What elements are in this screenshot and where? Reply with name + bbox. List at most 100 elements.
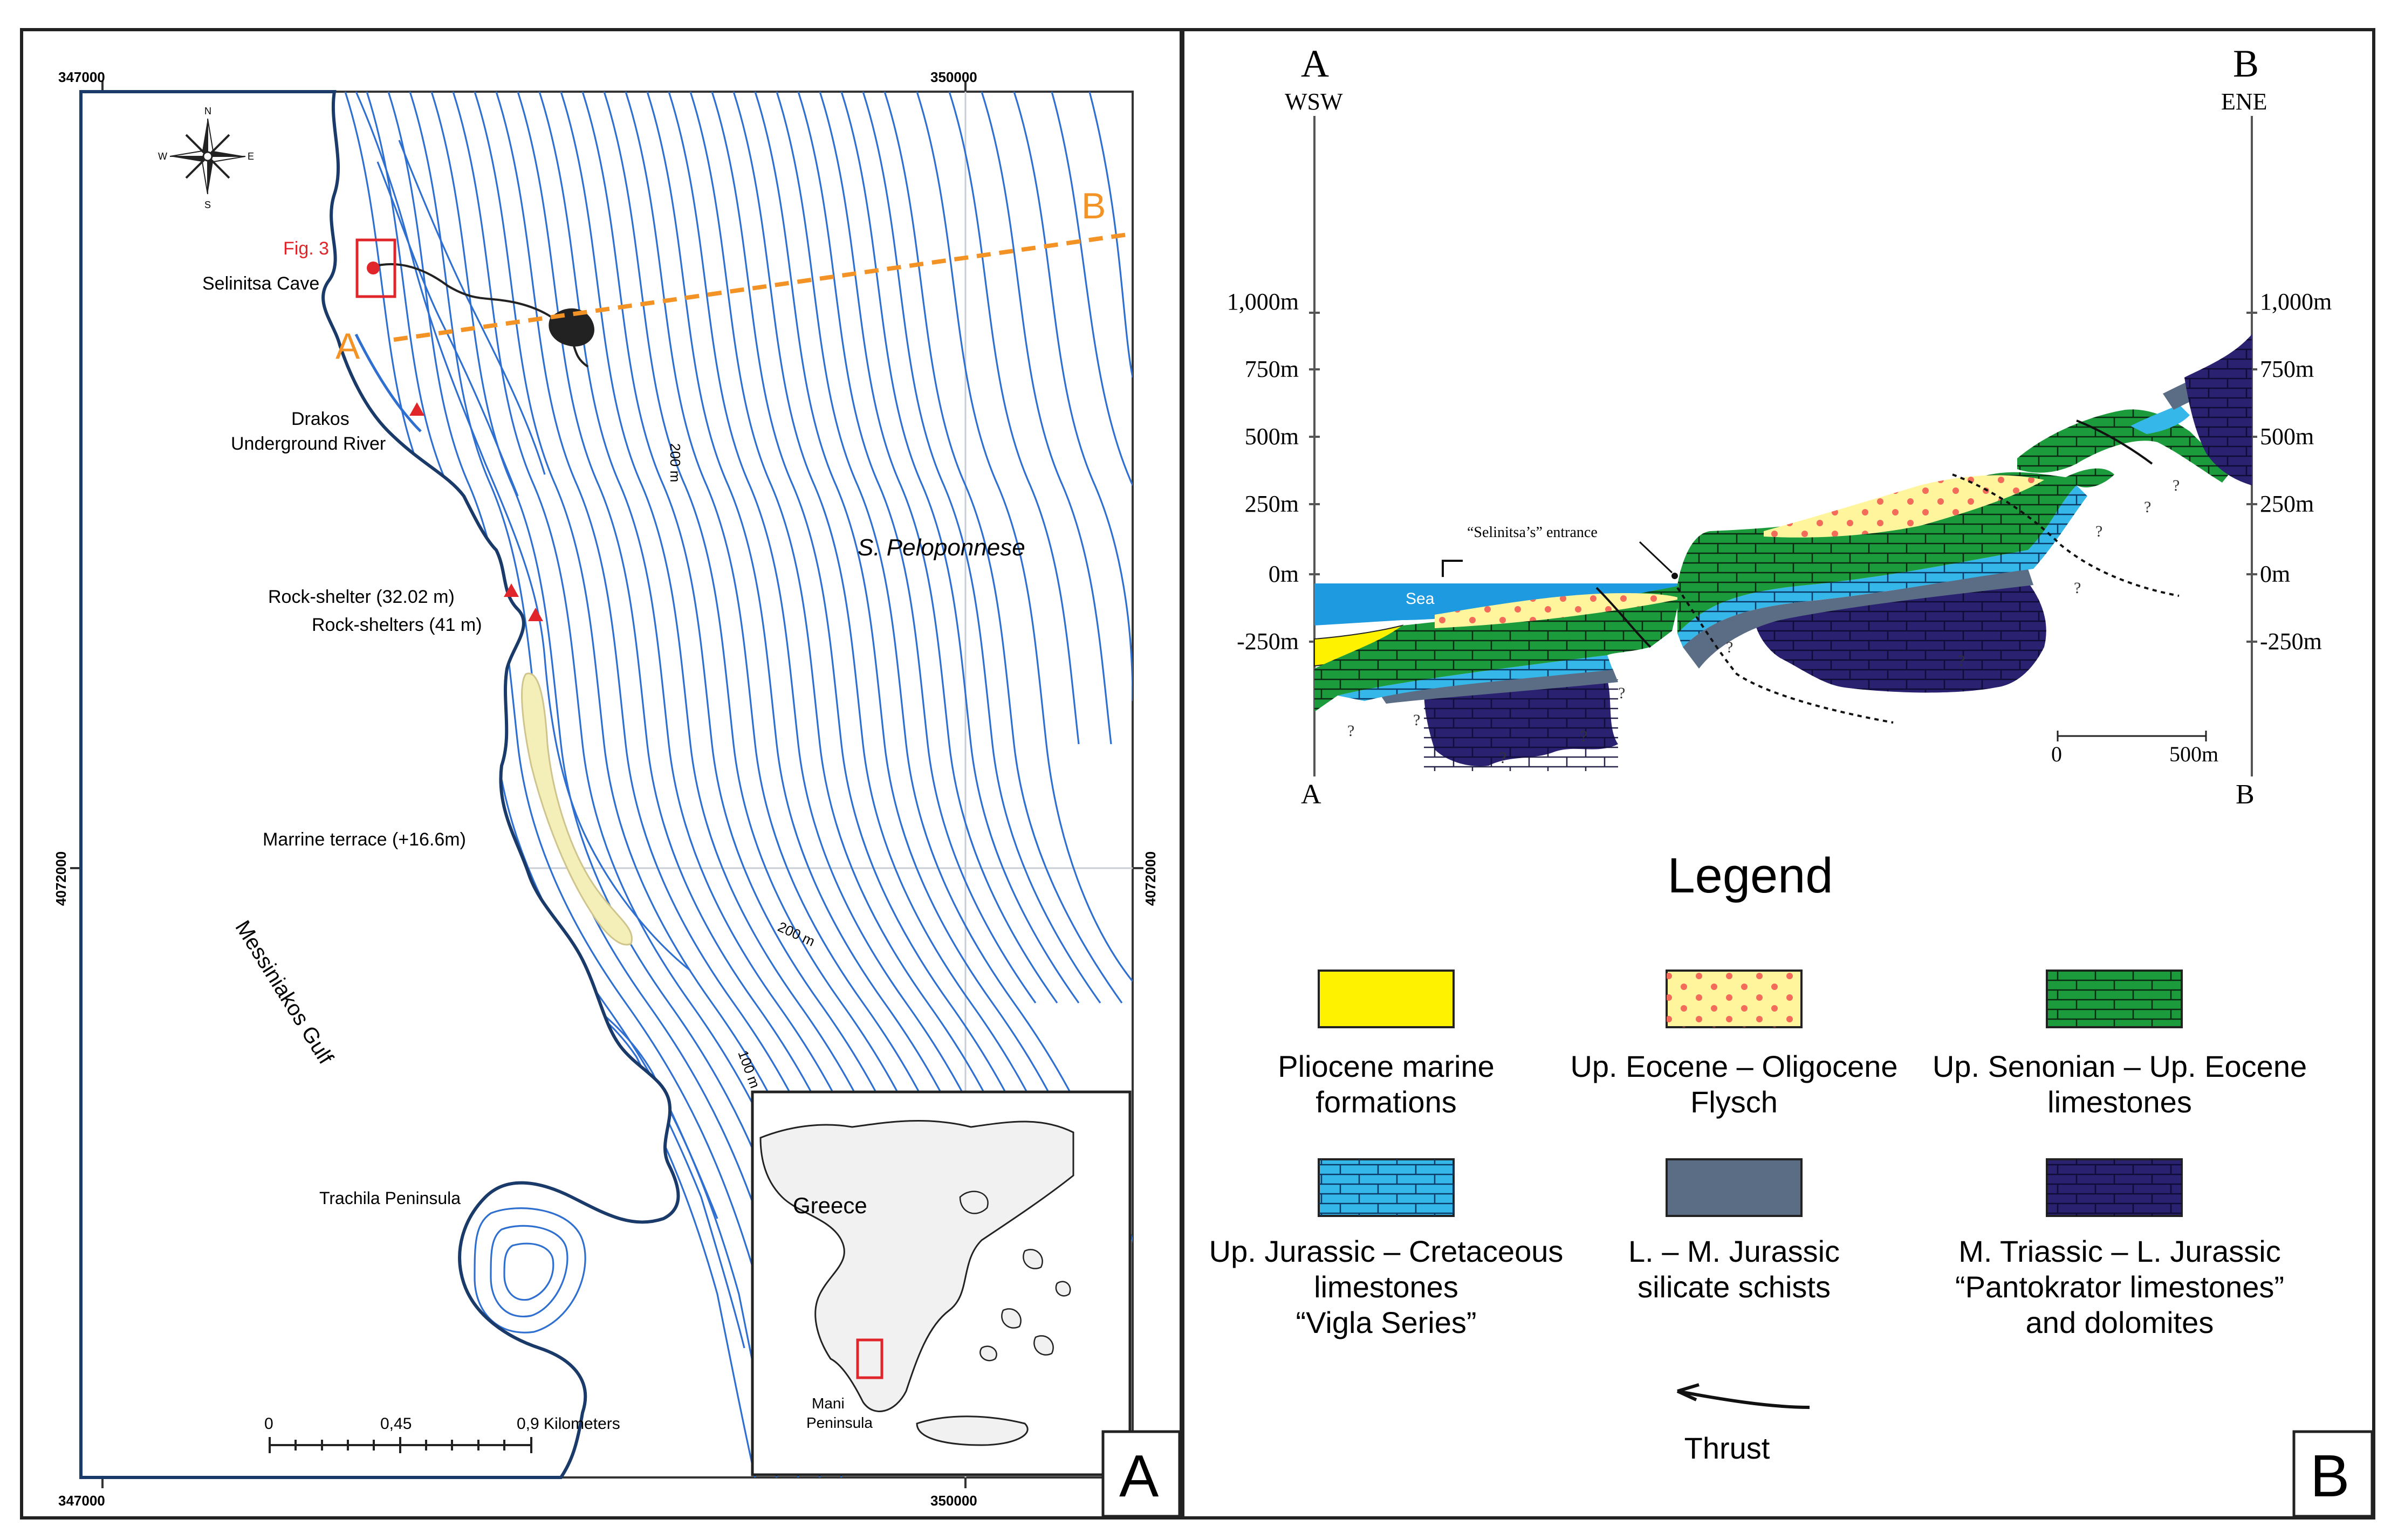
legend-vigla-2: limestones — [1314, 1270, 1458, 1304]
legend-labels: Pliocene marine formations Up. Eocene – … — [1209, 1049, 2307, 1339]
legend-pantokrator-1: M. Triassic – L. Jurassic — [1958, 1234, 2280, 1268]
thrust-label: Thrust — [1684, 1431, 1770, 1465]
legend-flysch-2: Flysch — [1690, 1085, 1778, 1119]
scale-bar — [269, 1437, 532, 1453]
section-scale-500: 500m — [2169, 742, 2218, 766]
schist-left — [1381, 669, 1618, 704]
legend-vigla-1: Up. Jurassic – Cretaceous — [1209, 1234, 1564, 1268]
legend-pliocene-1: Pliocene marine — [1278, 1049, 1495, 1083]
legend-title: Legend — [1668, 848, 1833, 903]
swatch-pliocene — [1318, 970, 1455, 1028]
bottom-label-a: A — [1301, 779, 1321, 810]
qmark-4: ? — [1580, 727, 1587, 745]
panel-b-letter: B — [2310, 1443, 2349, 1509]
legend-vigla-3: “Vigla Series” — [1296, 1305, 1476, 1339]
coastline — [79, 90, 680, 1479]
inset-greece-outline — [759, 1119, 1074, 1412]
schist-middle — [1683, 569, 2033, 669]
entrance-marker — [1671, 573, 1678, 579]
drakos-marker — [409, 402, 424, 416]
sea-label: Sea — [1406, 590, 1435, 608]
panel-a-letter: A — [1119, 1443, 1159, 1509]
dir-label-ene: ENE — [2221, 88, 2267, 115]
inset-map: Greece Mani Peninsula — [751, 1090, 1132, 1476]
qmark-11: ? — [2173, 477, 2180, 494]
qmark-2: ? — [1413, 711, 1420, 729]
grid-y-left: 4072000 — [53, 851, 69, 906]
legend-schist-2: silicate schists — [1638, 1270, 1831, 1304]
entrance-leader — [1639, 541, 1673, 574]
marine-terrace-label: Marrine terrace (+16.6m) — [263, 829, 466, 850]
inset-greece-label: Greece — [793, 1193, 867, 1218]
rock-shelters-label: Rock-shelters (41 m) — [312, 615, 482, 635]
scale-tick-045: 0,45 — [380, 1415, 412, 1433]
elev-left-m250: -250m — [1237, 628, 1299, 655]
panel-a: 347000 350000 347000 350000 4072000 4072… — [20, 28, 1183, 1520]
section-label-b: B — [1081, 185, 1106, 226]
drakos-label-line1: Drakos — [291, 409, 350, 429]
swatch-schist — [1666, 1158, 1803, 1217]
qmark-1: ? — [1347, 722, 1354, 740]
elev-right-500: 500m — [2260, 423, 2314, 450]
dir-label-wsw: WSW — [1285, 88, 1343, 115]
axis-ticks — [1309, 312, 2257, 643]
grid-y-right: 4072000 — [1142, 851, 1159, 906]
drakos-label-line2: Underground River — [231, 434, 386, 454]
scale-tick-0: 0 — [264, 1415, 273, 1433]
grid-x-bottom-left: 347000 — [58, 1493, 105, 1509]
marine-terrace — [521, 672, 633, 946]
elev-right-1000: 1,000m — [2260, 288, 2332, 315]
contour-label-200a: 200 m — [667, 443, 683, 482]
question-marks: ? ? ? ? ? ? ? ? ? ? ? — [1347, 477, 2180, 767]
legend-schist-1: L. – M. Jurassic — [1628, 1234, 1840, 1268]
grid-x-top-right: 350000 — [930, 69, 977, 85]
panel-b-frame — [1181, 28, 2375, 1520]
section-label-a: A — [335, 326, 360, 367]
rock-shelter-marker — [504, 583, 519, 597]
inset-mani-line2: Peninsula — [806, 1414, 873, 1431]
qmark-9: ? — [2095, 522, 2102, 540]
entrance-label: “Selinitsa’s” entrance — [1467, 524, 1598, 541]
panel-b-letter-box — [2292, 1430, 2374, 1518]
legend-pliocene-2: formations — [1316, 1085, 1456, 1119]
cross-section: “Selinitsa’s” entrance Sea ? ? ? ? ? ? ?… — [1314, 334, 2252, 771]
elev-right-m250: -250m — [2260, 628, 2322, 655]
panel-a-letter-box — [1101, 1430, 1181, 1518]
compass-s: S — [204, 200, 211, 210]
qmark-10: ? — [2144, 498, 2151, 516]
end-label-b: B — [2233, 42, 2259, 85]
thrust-faults — [1595, 420, 2180, 724]
scale-tick-09: 0,9 Kilometers — [517, 1415, 620, 1433]
qmark-3: ? — [1499, 749, 1506, 767]
section-scale — [2057, 731, 2207, 741]
rock-shelter-label: Rock-shelter (32.02 m) — [268, 587, 455, 607]
elev-right-750: 750m — [2260, 356, 2314, 382]
legend-swatches — [1318, 970, 2183, 1217]
topographic-contours — [344, 92, 1133, 1477]
compass-n: N — [204, 106, 211, 116]
elev-left-250: 250m — [1245, 491, 1299, 517]
elev-right-0: 0m — [2260, 561, 2290, 587]
panel-b: A B WSW ENE A B 1,000m 750m 500m 250m 0m… — [1181, 28, 2375, 1520]
selinitsa-cave-marker — [367, 262, 380, 274]
end-label-a: A — [1301, 42, 1329, 85]
vigla-upper — [2130, 404, 2190, 434]
section-scale-0: 0 — [2051, 742, 2062, 766]
selinitsa-cave-label: Selinitsa Cave — [202, 273, 319, 294]
section-line-ab — [393, 232, 1128, 342]
elev-left-0: 0m — [1269, 561, 1299, 587]
qmark-6: ? — [1726, 638, 1733, 656]
fig3-box — [355, 238, 396, 298]
qmark-5: ? — [1618, 684, 1625, 702]
elev-left-500: 500m — [1245, 423, 1299, 450]
qmark-7: ? — [1958, 652, 1965, 670]
thrust-arrowhead — [1676, 1383, 1700, 1401]
bottom-label-b: B — [2236, 779, 2255, 810]
qmark-8: ? — [2074, 579, 2081, 597]
inset-mani-box — [856, 1338, 883, 1379]
elev-left-1000: 1,000m — [1227, 288, 1299, 315]
thrust-symbol — [1677, 1390, 1810, 1409]
sea-level-marker — [1442, 560, 1463, 577]
compass-w: W — [158, 151, 167, 162]
